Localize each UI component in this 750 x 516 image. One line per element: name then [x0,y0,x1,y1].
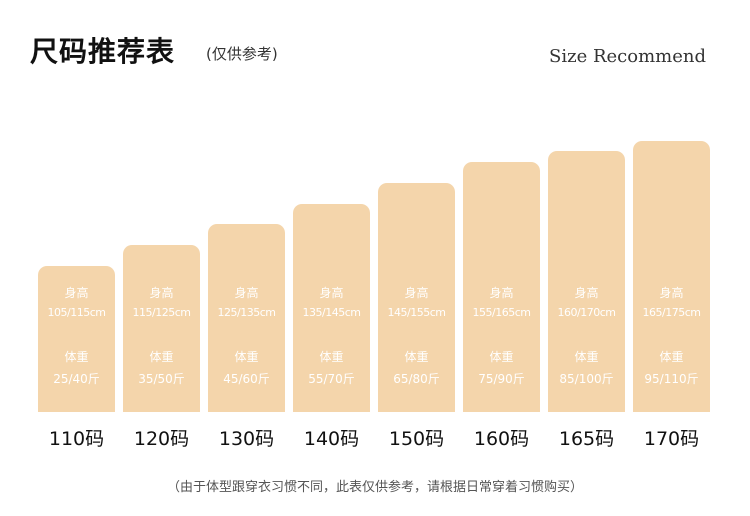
size-label: 165码 [558,428,615,450]
page-subtitle-en: Size Recommend [549,46,706,67]
weight-value: 65/80斤 [393,371,440,386]
height-label: 身高 [574,285,599,300]
size-bar: 身高 135/145cm 体重 55/70斤 [293,203,370,412]
weight-value: 85/100斤 [559,371,614,386]
size-bar: 身高 155/165cm 体重 75/90斤 [463,161,540,412]
height-label: 身高 [404,285,429,300]
size-label: 130码 [218,428,275,450]
weight-label: 体重 [64,350,89,364]
weight-label: 体重 [149,349,174,364]
size-label: 110码 [48,428,105,450]
weight-value: 35/50斤 [138,371,185,386]
size-label: 140码 [303,428,360,450]
height-label: 身高 [319,286,344,300]
weight-value: 95/110斤 [644,372,699,386]
height-value: 160/170cm [557,305,616,319]
size-label: 120码 [133,428,190,450]
height-label: 身高 [149,285,174,300]
size-label: 150码 [388,428,445,450]
size-label: 170码 [643,428,700,450]
footnote: （由于体型跟穿衣习惯不同，此表仅供参考，请根据日常穿着习惯购买） [166,480,583,495]
size-bar: 身高 145/155cm 体重 65/80斤 [378,182,455,412]
weight-value: 55/70斤 [308,372,355,386]
height-value: 115/125cm [132,305,191,319]
weight-value: 25/40斤 [53,372,100,386]
height-value: 135/145cm [302,306,361,319]
weight-value: 75/90斤 [478,371,525,386]
weight-label: 体重 [234,349,259,364]
size-bar: 身高 125/135cm 体重 45/60斤 [208,224,285,412]
weight-label: 体重 [574,349,599,364]
height-label: 身高 [234,285,259,300]
page-subtitle: (仅供参考) [206,45,278,63]
height-label: 身高 [659,286,684,300]
height-value: 165/175cm [642,306,701,319]
page-title: 尺码推荐表 [30,35,176,68]
weight-label: 体重 [319,350,344,364]
size-bar: 身高 105/115cm 体重 25/40斤 [38,266,115,412]
height-value: 155/165cm [472,305,531,319]
height-label: 身高 [489,285,514,300]
height-value: 105/115cm [47,306,106,319]
weight-label: 体重 [489,349,514,364]
weight-label: 体重 [404,349,429,364]
height-value: 145/155cm [387,305,446,319]
height-value: 125/135cm [217,305,276,319]
size-label: 160码 [473,428,530,450]
weight-value: 45/60斤 [223,371,270,386]
size-bar: 身高 160/170cm 体重 85/100斤 [548,151,625,412]
height-label: 身高 [64,286,89,300]
size-bar: 身高 115/125cm 体重 35/50斤 [123,245,200,412]
size-bar: 身高 165/175cm 体重 95/110斤 [633,141,710,412]
weight-label: 体重 [659,350,684,364]
